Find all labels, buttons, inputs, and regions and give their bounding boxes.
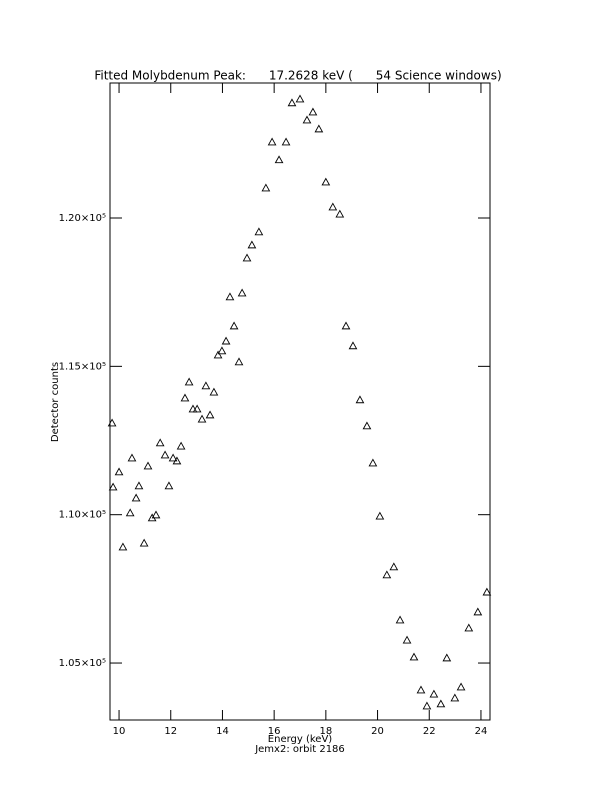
data-point <box>108 482 118 491</box>
data-point <box>139 538 149 547</box>
data-point <box>281 137 291 146</box>
y-tick-label: 1.15×10⁵ <box>59 361 106 372</box>
data-point <box>242 253 252 262</box>
data-point <box>134 481 144 490</box>
data-point <box>160 450 170 459</box>
data-point <box>229 321 239 330</box>
data-point <box>151 510 161 519</box>
data-point <box>473 607 483 616</box>
subtitle: Jemx2: orbit 2186 <box>254 744 345 755</box>
data-point <box>382 570 392 579</box>
data-point <box>422 701 432 710</box>
data-point <box>274 155 284 164</box>
data-point <box>287 98 297 107</box>
data-point <box>225 292 235 301</box>
data-point <box>295 94 305 103</box>
data-point <box>221 336 231 345</box>
data-point <box>107 418 117 427</box>
y-tick-label: 1.10×10⁵ <box>59 510 106 521</box>
data-point <box>341 321 351 330</box>
chart-title: Fitted Molybdenum Peak: 17.2628 keV ( 54… <box>94 69 501 83</box>
data-point <box>209 387 219 396</box>
data-point <box>389 562 399 571</box>
x-tick-label: 18 <box>319 726 332 737</box>
data-point <box>172 456 182 465</box>
data-point <box>442 653 452 662</box>
data-point <box>314 124 324 133</box>
x-tick-label: 16 <box>268 726 281 737</box>
data-point <box>180 393 190 402</box>
data-point <box>125 508 135 517</box>
data-point <box>188 404 198 413</box>
data-point <box>429 689 439 698</box>
y-axis-label: Detector counts <box>50 362 61 442</box>
x-tick-label: 14 <box>216 726 229 737</box>
y-tick-label: 1.20×10⁵ <box>59 213 106 224</box>
data-point <box>176 441 186 450</box>
data-point <box>164 481 174 490</box>
x-tick-label: 22 <box>423 726 436 737</box>
data-point <box>197 414 207 423</box>
data-point <box>143 461 153 470</box>
data-point <box>395 615 405 624</box>
data-point <box>362 421 372 430</box>
data-point <box>464 623 474 632</box>
data-point <box>127 453 137 462</box>
data-point <box>192 404 202 413</box>
data-point <box>436 699 446 708</box>
data-point <box>201 381 211 390</box>
data-point <box>234 357 244 366</box>
x-tick-label: 24 <box>475 726 488 737</box>
x-tick-label: 20 <box>371 726 384 737</box>
data-point <box>247 240 257 249</box>
data-point <box>261 183 271 192</box>
data-point <box>184 377 194 386</box>
data-point <box>131 493 141 502</box>
data-point <box>321 177 331 186</box>
data-point <box>155 438 165 447</box>
plot-frame <box>109 82 491 721</box>
data-point <box>355 395 365 404</box>
data-point <box>217 346 227 355</box>
data-point <box>213 350 223 359</box>
data-point <box>482 587 492 596</box>
data-point <box>450 693 460 702</box>
data-point <box>267 137 277 146</box>
data-point <box>308 107 318 116</box>
data-point <box>416 685 426 694</box>
data-point <box>335 209 345 218</box>
data-point <box>168 453 178 462</box>
data-point <box>409 652 419 661</box>
data-point <box>254 227 264 236</box>
data-point <box>114 467 124 476</box>
data-point <box>456 682 466 691</box>
data-point <box>302 115 312 124</box>
data-point <box>205 410 215 419</box>
x-tick-label: 10 <box>113 726 126 737</box>
x-tick-label: 12 <box>164 726 177 737</box>
y-tick-label: 1.05×10⁵ <box>59 658 106 669</box>
data-point <box>368 458 378 467</box>
data-point <box>118 542 128 551</box>
x-axis-label: Energy (keV) <box>268 734 333 745</box>
data-point <box>237 288 247 297</box>
data-point <box>402 635 412 644</box>
data-point <box>328 202 338 211</box>
data-point <box>375 511 385 520</box>
data-point <box>348 341 358 350</box>
